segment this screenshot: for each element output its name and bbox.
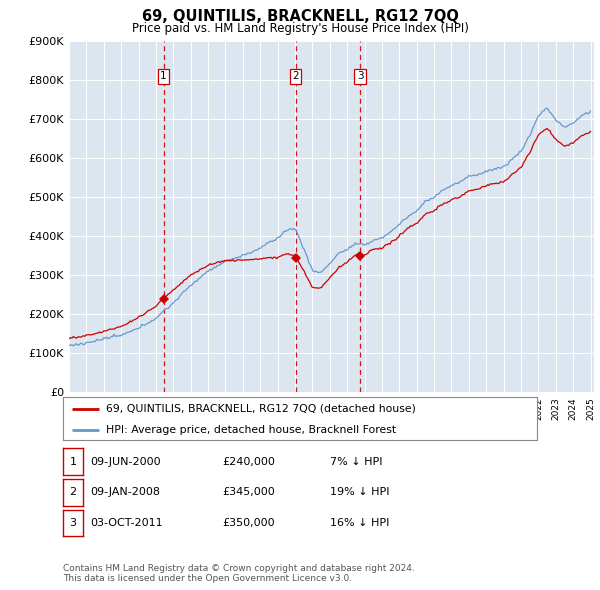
Text: £350,000: £350,000	[222, 518, 275, 528]
Text: 7% ↓ HPI: 7% ↓ HPI	[330, 457, 383, 467]
Text: £240,000: £240,000	[222, 457, 275, 467]
Text: 1: 1	[70, 457, 76, 467]
Text: 2: 2	[70, 487, 76, 497]
Text: 69, QUINTILIS, BRACKNELL, RG12 7QQ (detached house): 69, QUINTILIS, BRACKNELL, RG12 7QQ (deta…	[106, 404, 416, 414]
Text: 03-OCT-2011: 03-OCT-2011	[90, 518, 163, 528]
Text: 69, QUINTILIS, BRACKNELL, RG12 7QQ: 69, QUINTILIS, BRACKNELL, RG12 7QQ	[142, 9, 458, 24]
Text: 19% ↓ HPI: 19% ↓ HPI	[330, 487, 389, 497]
Text: Contains HM Land Registry data © Crown copyright and database right 2024.
This d: Contains HM Land Registry data © Crown c…	[63, 563, 415, 583]
Text: 1: 1	[160, 71, 167, 81]
Text: HPI: Average price, detached house, Bracknell Forest: HPI: Average price, detached house, Brac…	[106, 425, 396, 435]
Text: 2: 2	[292, 71, 299, 81]
Text: 09-JAN-2008: 09-JAN-2008	[90, 487, 160, 497]
Text: 3: 3	[357, 71, 364, 81]
Text: 09-JUN-2000: 09-JUN-2000	[90, 457, 161, 467]
Text: 16% ↓ HPI: 16% ↓ HPI	[330, 518, 389, 528]
Text: Price paid vs. HM Land Registry's House Price Index (HPI): Price paid vs. HM Land Registry's House …	[131, 22, 469, 35]
Text: £345,000: £345,000	[222, 487, 275, 497]
Text: 3: 3	[70, 518, 76, 528]
